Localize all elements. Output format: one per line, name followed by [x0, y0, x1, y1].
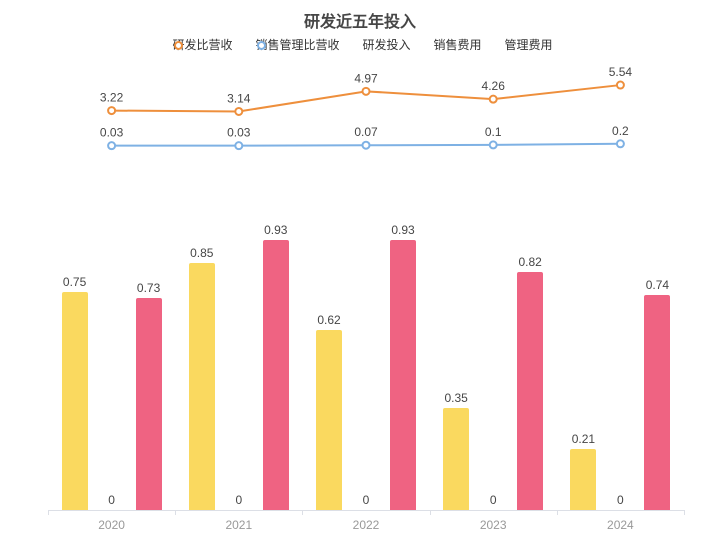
value-label: 0.2	[612, 124, 629, 138]
x-axis-label-2021: 2021	[225, 518, 253, 532]
value-label: 0.21	[571, 432, 596, 446]
value-label: 0.1	[485, 125, 502, 139]
x-axis-tick	[48, 510, 49, 515]
bar-mgmt-expense-2024[interactable]	[644, 295, 671, 510]
value-label: 0	[235, 493, 243, 507]
legend-item-rd-investment[interactable]: 研发投入	[357, 36, 410, 54]
legend-item-mgmt-expense[interactable]: 管理费用	[500, 36, 553, 54]
value-label: 0.35	[444, 391, 468, 405]
x-axis-tick	[684, 510, 685, 515]
legend-item-rd-revenue-ratio[interactable]: 研发比营收	[167, 36, 232, 54]
value-label: 0	[108, 493, 115, 507]
legend-item-sales-expense[interactable]: 销售费用	[429, 36, 482, 54]
value-label: 0.73	[136, 281, 161, 295]
value-label: 0	[362, 493, 370, 507]
bar-rd-investment-2020[interactable]	[61, 292, 88, 510]
x-axis-tick	[302, 510, 304, 515]
line-point-rd-revenue-ratio-2021[interactable]	[234, 106, 244, 116]
bar-mgmt-expense-2022[interactable]	[390, 240, 416, 510]
line-point-sales-mgmt-revenue-ratio-2024[interactable]	[615, 139, 625, 149]
value-label: 5.54	[609, 65, 633, 79]
value-label: 4.26	[482, 79, 506, 93]
value-label: 0.82	[518, 255, 542, 269]
value-label: 0.93	[391, 223, 415, 237]
bar-mgmt-expense-2021[interactable]	[262, 240, 289, 510]
value-label: 0.07	[354, 125, 378, 139]
x-axis-line	[48, 510, 684, 511]
value-label: 0	[617, 493, 624, 507]
bar-rd-investment-2024[interactable]	[570, 449, 597, 510]
legend: 研发比营收 销售管理比营收 研发投入 销售费用 管理费用	[0, 36, 720, 54]
value-label: 3.22	[100, 91, 124, 105]
value-label: 0	[489, 493, 497, 507]
value-label: 0.93	[264, 223, 288, 237]
value-label: 0.74	[645, 278, 670, 292]
x-axis-label-2024: 2024	[607, 518, 634, 532]
value-label: 0.03	[227, 126, 251, 140]
legend-label: 研发比营收	[172, 38, 233, 52]
x-axis-tick	[556, 510, 558, 515]
chart-title: 研发近五年投入	[303, 14, 416, 31]
bar-rd-investment-2023[interactable]	[443, 408, 470, 510]
value-label: 0.03	[100, 126, 124, 140]
bar-rd-investment-2021[interactable]	[188, 263, 215, 510]
line-point-sales-mgmt-revenue-ratio-2021[interactable]	[234, 141, 244, 151]
x-axis-tick	[429, 510, 431, 515]
line-point-rd-revenue-ratio-2023[interactable]	[488, 94, 498, 104]
bar-mgmt-expense-2020[interactable]	[135, 298, 162, 510]
bar-mgmt-expense-2023[interactable]	[517, 272, 544, 510]
value-label: 3.14	[227, 91, 251, 105]
legend-label: 管理费用	[504, 38, 553, 52]
x-axis-label-2023: 2023	[479, 518, 507, 532]
line-point-rd-revenue-ratio-2024[interactable]	[615, 80, 625, 90]
legend-label: 销售费用	[433, 38, 482, 52]
line-point-sales-mgmt-revenue-ratio-2020[interactable]	[107, 141, 117, 151]
legend-label: 研发投入	[362, 38, 411, 52]
value-label: 4.97	[354, 71, 378, 85]
bar-rd-investment-2022[interactable]	[316, 330, 342, 510]
line-point-rd-revenue-ratio-2020[interactable]	[107, 106, 117, 116]
x-axis-label-2020: 2020	[98, 518, 125, 532]
x-axis-label-2022: 2022	[352, 518, 380, 532]
value-label: 0.62	[317, 313, 341, 327]
legend-label: 销售管理比营收	[255, 38, 340, 52]
line-point-sales-mgmt-revenue-ratio-2022[interactable]	[361, 140, 371, 150]
legend-item-sales-mgmt-revenue-ratio[interactable]: 销售管理比营收	[250, 36, 339, 54]
line-point-sales-mgmt-revenue-ratio-2023[interactable]	[488, 140, 498, 150]
value-label: 0.85	[190, 246, 214, 260]
value-label: 0.75	[62, 275, 87, 289]
x-axis-tick	[175, 510, 177, 515]
line-point-rd-revenue-ratio-2022[interactable]	[361, 86, 371, 96]
